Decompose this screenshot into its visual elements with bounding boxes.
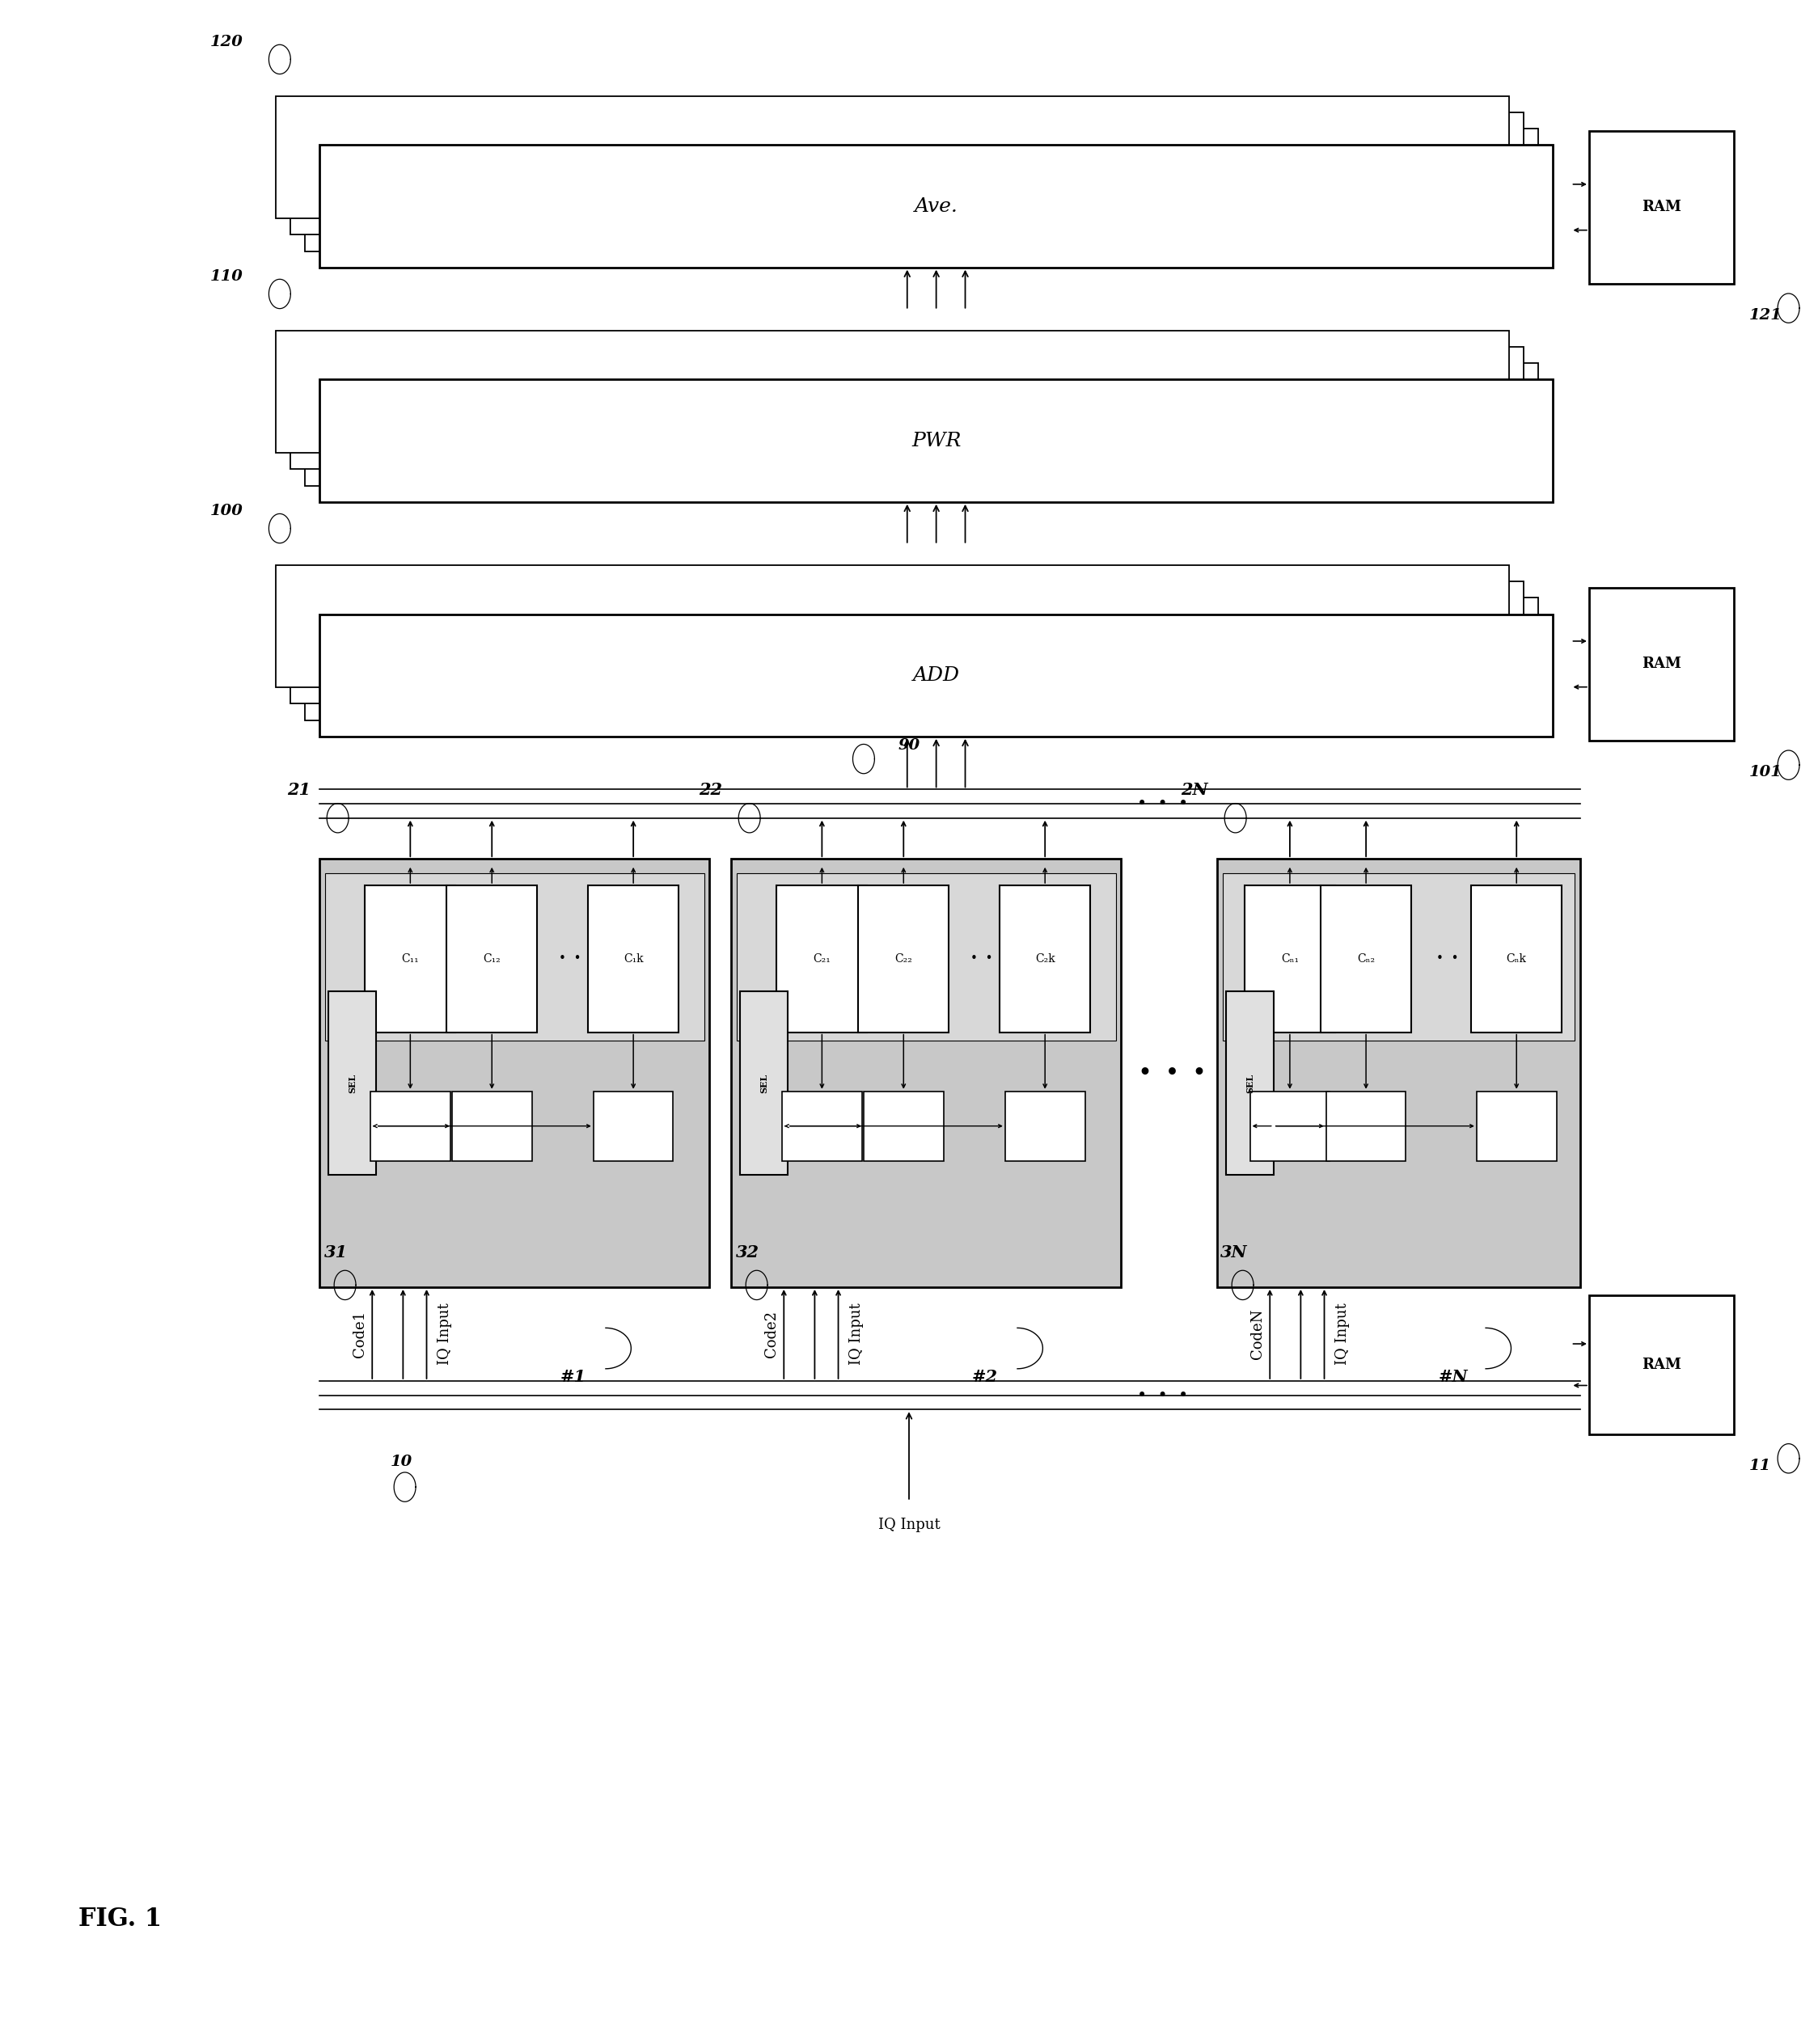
Text: 110: 110 bbox=[211, 270, 244, 284]
Text: 21: 21 bbox=[287, 781, 311, 797]
Bar bbox=[291, 112, 1523, 235]
Text: RAM: RAM bbox=[1642, 1357, 1682, 1372]
Text: Ave.: Ave. bbox=[914, 196, 958, 215]
Bar bbox=[365, 885, 456, 1032]
Text: •  •  •: • • • bbox=[1138, 1388, 1189, 1404]
Bar bbox=[1320, 885, 1411, 1032]
Bar bbox=[291, 580, 1523, 703]
Bar bbox=[740, 991, 787, 1175]
Text: CodeN: CodeN bbox=[1251, 1308, 1265, 1359]
Bar bbox=[1000, 885, 1091, 1032]
Bar bbox=[453, 1091, 533, 1161]
Text: 22: 22 bbox=[698, 781, 722, 797]
Text: 11: 11 bbox=[1749, 1459, 1771, 1474]
Text: C₁₂: C₁₂ bbox=[484, 953, 500, 965]
Bar bbox=[371, 1091, 451, 1161]
Text: 101: 101 bbox=[1749, 764, 1782, 779]
Bar bbox=[1224, 873, 1574, 1040]
Bar bbox=[320, 145, 1553, 268]
Text: SEL: SEL bbox=[760, 1073, 769, 1094]
Bar bbox=[1589, 131, 1734, 284]
Bar bbox=[276, 331, 1509, 454]
Text: IQ Input: IQ Input bbox=[438, 1302, 453, 1365]
Bar bbox=[305, 364, 1538, 486]
Bar bbox=[276, 96, 1509, 219]
Text: •  •: • • bbox=[558, 953, 582, 965]
Text: IQ Input: IQ Input bbox=[878, 1517, 940, 1533]
Bar bbox=[1251, 1091, 1329, 1161]
Text: Cₙ₁: Cₙ₁ bbox=[1282, 953, 1298, 965]
Bar bbox=[776, 885, 867, 1032]
Bar bbox=[593, 1091, 673, 1161]
Text: #N: #N bbox=[1438, 1369, 1467, 1386]
Text: SEL: SEL bbox=[347, 1073, 356, 1094]
Text: •  •  •: • • • bbox=[1138, 1063, 1205, 1083]
Text: 90: 90 bbox=[898, 738, 920, 752]
Bar bbox=[1589, 1296, 1734, 1435]
Bar bbox=[736, 873, 1116, 1040]
Text: RAM: RAM bbox=[1642, 656, 1682, 670]
Bar bbox=[1218, 858, 1580, 1288]
Text: ADD: ADD bbox=[913, 666, 960, 685]
Bar bbox=[1476, 1091, 1556, 1161]
Text: •  •  •: • • • bbox=[1138, 795, 1189, 811]
Bar bbox=[1005, 1091, 1085, 1161]
Bar bbox=[276, 564, 1509, 687]
Text: C₂₂: C₂₂ bbox=[894, 953, 913, 965]
Text: #1: #1 bbox=[560, 1369, 585, 1386]
Bar bbox=[864, 1091, 944, 1161]
Text: Cₙ₂: Cₙ₂ bbox=[1356, 953, 1374, 965]
Text: C₁₁: C₁₁ bbox=[402, 953, 418, 965]
Text: SEL: SEL bbox=[1245, 1073, 1254, 1094]
Bar bbox=[305, 129, 1538, 251]
Bar bbox=[731, 858, 1122, 1288]
Bar bbox=[1227, 991, 1274, 1175]
Text: PWR: PWR bbox=[911, 431, 962, 450]
Text: 10: 10 bbox=[391, 1455, 413, 1470]
Bar bbox=[1589, 587, 1734, 740]
Text: IQ Input: IQ Input bbox=[1334, 1302, 1349, 1365]
Text: C₁k: C₁k bbox=[624, 953, 644, 965]
Text: Cₙk: Cₙk bbox=[1507, 953, 1527, 965]
Bar bbox=[858, 885, 949, 1032]
Text: #2: #2 bbox=[973, 1369, 998, 1386]
Bar bbox=[291, 347, 1523, 470]
Text: •  •: • • bbox=[971, 953, 993, 965]
Bar bbox=[782, 1091, 862, 1161]
Bar bbox=[320, 380, 1553, 503]
Text: C₂₁: C₂₁ bbox=[813, 953, 831, 965]
Text: FIG. 1: FIG. 1 bbox=[78, 1907, 162, 1932]
Text: 2N: 2N bbox=[1182, 781, 1209, 797]
Text: 32: 32 bbox=[736, 1245, 760, 1261]
Text: 3N: 3N bbox=[1220, 1245, 1247, 1261]
Text: Code1: Code1 bbox=[353, 1310, 367, 1357]
Text: 100: 100 bbox=[211, 503, 244, 519]
Bar bbox=[447, 885, 538, 1032]
Bar bbox=[329, 991, 376, 1175]
Text: Code2: Code2 bbox=[764, 1310, 778, 1357]
Bar bbox=[587, 885, 678, 1032]
Text: •  •: • • bbox=[1436, 953, 1458, 965]
Bar bbox=[1245, 885, 1334, 1032]
Bar bbox=[325, 873, 704, 1040]
Bar bbox=[320, 613, 1553, 736]
Bar bbox=[320, 858, 709, 1288]
Bar bbox=[305, 597, 1538, 719]
Text: 121: 121 bbox=[1749, 309, 1782, 323]
Text: 31: 31 bbox=[324, 1245, 347, 1261]
Text: RAM: RAM bbox=[1642, 200, 1682, 215]
Text: 120: 120 bbox=[211, 35, 244, 49]
Bar bbox=[1325, 1091, 1405, 1161]
Bar bbox=[1471, 885, 1562, 1032]
Text: IQ Input: IQ Input bbox=[849, 1302, 864, 1365]
Text: C₂k: C₂k bbox=[1034, 953, 1054, 965]
